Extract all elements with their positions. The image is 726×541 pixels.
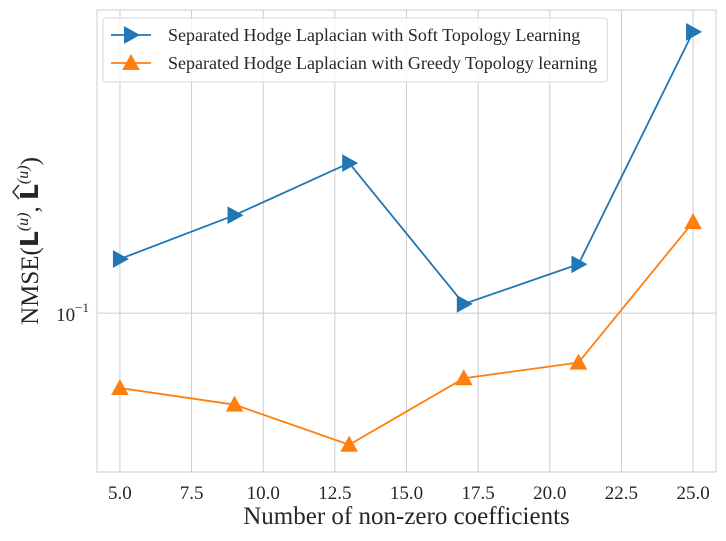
y-tick-base: 10	[56, 305, 75, 326]
data-point	[342, 154, 359, 172]
y-axis-label: NMSE(L(u), L(u))	[12, 157, 44, 325]
x-tick-label: 25.0	[676, 483, 709, 504]
data-point	[225, 395, 244, 412]
x-tick-label: 15.0	[390, 483, 423, 504]
x-tick-label: 12.5	[318, 483, 351, 504]
svg-text:NMSE(L(u), L(u)): NMSE(L(u), L(u))	[15, 157, 44, 325]
series-line	[119, 221, 694, 446]
series-layer	[111, 23, 703, 452]
data-point	[569, 353, 588, 370]
y-axis-label-separator: ,	[17, 200, 44, 213]
y-tick-label: 10−1	[56, 300, 89, 326]
data-point	[454, 369, 473, 386]
grid	[97, 10, 716, 472]
y-axis-label-arg2-sup: (u)	[15, 165, 32, 184]
plot-frame	[96, 9, 717, 473]
y-tick-exp: −1	[75, 300, 89, 315]
x-tick-label: 17.5	[462, 483, 495, 504]
legend-label: Separated Hodge Laplacian with Greedy To…	[168, 53, 597, 73]
data-point	[686, 23, 703, 41]
x-tick-label: 20.0	[533, 483, 566, 504]
legend-box	[102, 17, 608, 83]
y-axis-label-arg1-sup: (u)	[15, 213, 32, 232]
legend-entry: Separated Hodge Laplacian with Soft Topo…	[111, 25, 580, 45]
data-point	[227, 206, 244, 225]
x-tick-label: 10.0	[247, 483, 280, 504]
x-tick-label: 7.5	[180, 483, 204, 504]
data-point	[340, 435, 359, 452]
data-point	[571, 255, 588, 274]
series-2	[111, 213, 702, 452]
y-axis-label-hat	[12, 184, 20, 200]
x-tick-label: 5.0	[108, 483, 132, 504]
data-point	[684, 213, 702, 230]
legend-entry: Separated Hodge Laplacian with Greedy To…	[111, 53, 597, 73]
legend-marker	[124, 26, 141, 44]
legend-marker	[122, 53, 140, 70]
x-tick-label: 22.5	[605, 483, 638, 504]
y-axis-label-suffix: )	[17, 157, 44, 165]
series-line	[119, 31, 694, 305]
data-point	[456, 295, 473, 313]
y-axis-label-arg2: L	[15, 184, 44, 200]
data-point	[112, 250, 129, 268]
legend-label: Separated Hodge Laplacian with Soft Topo…	[168, 25, 580, 45]
y-axis-label-prefix: NMSE(	[17, 247, 44, 325]
data-point	[111, 378, 129, 396]
x-axis-label: Number of non-zero coefficients	[243, 503, 570, 530]
y-axis-ticks: 10−1	[56, 300, 89, 326]
y-axis-label-arg1: L	[15, 231, 44, 247]
legend: Separated Hodge Laplacian with Soft Topo…	[102, 17, 608, 83]
x-axis-ticks: 5.0 7.5 10.0 12.5 15.0 17.5 20.0 22.5 25.0	[108, 483, 710, 504]
series-1	[112, 23, 703, 313]
